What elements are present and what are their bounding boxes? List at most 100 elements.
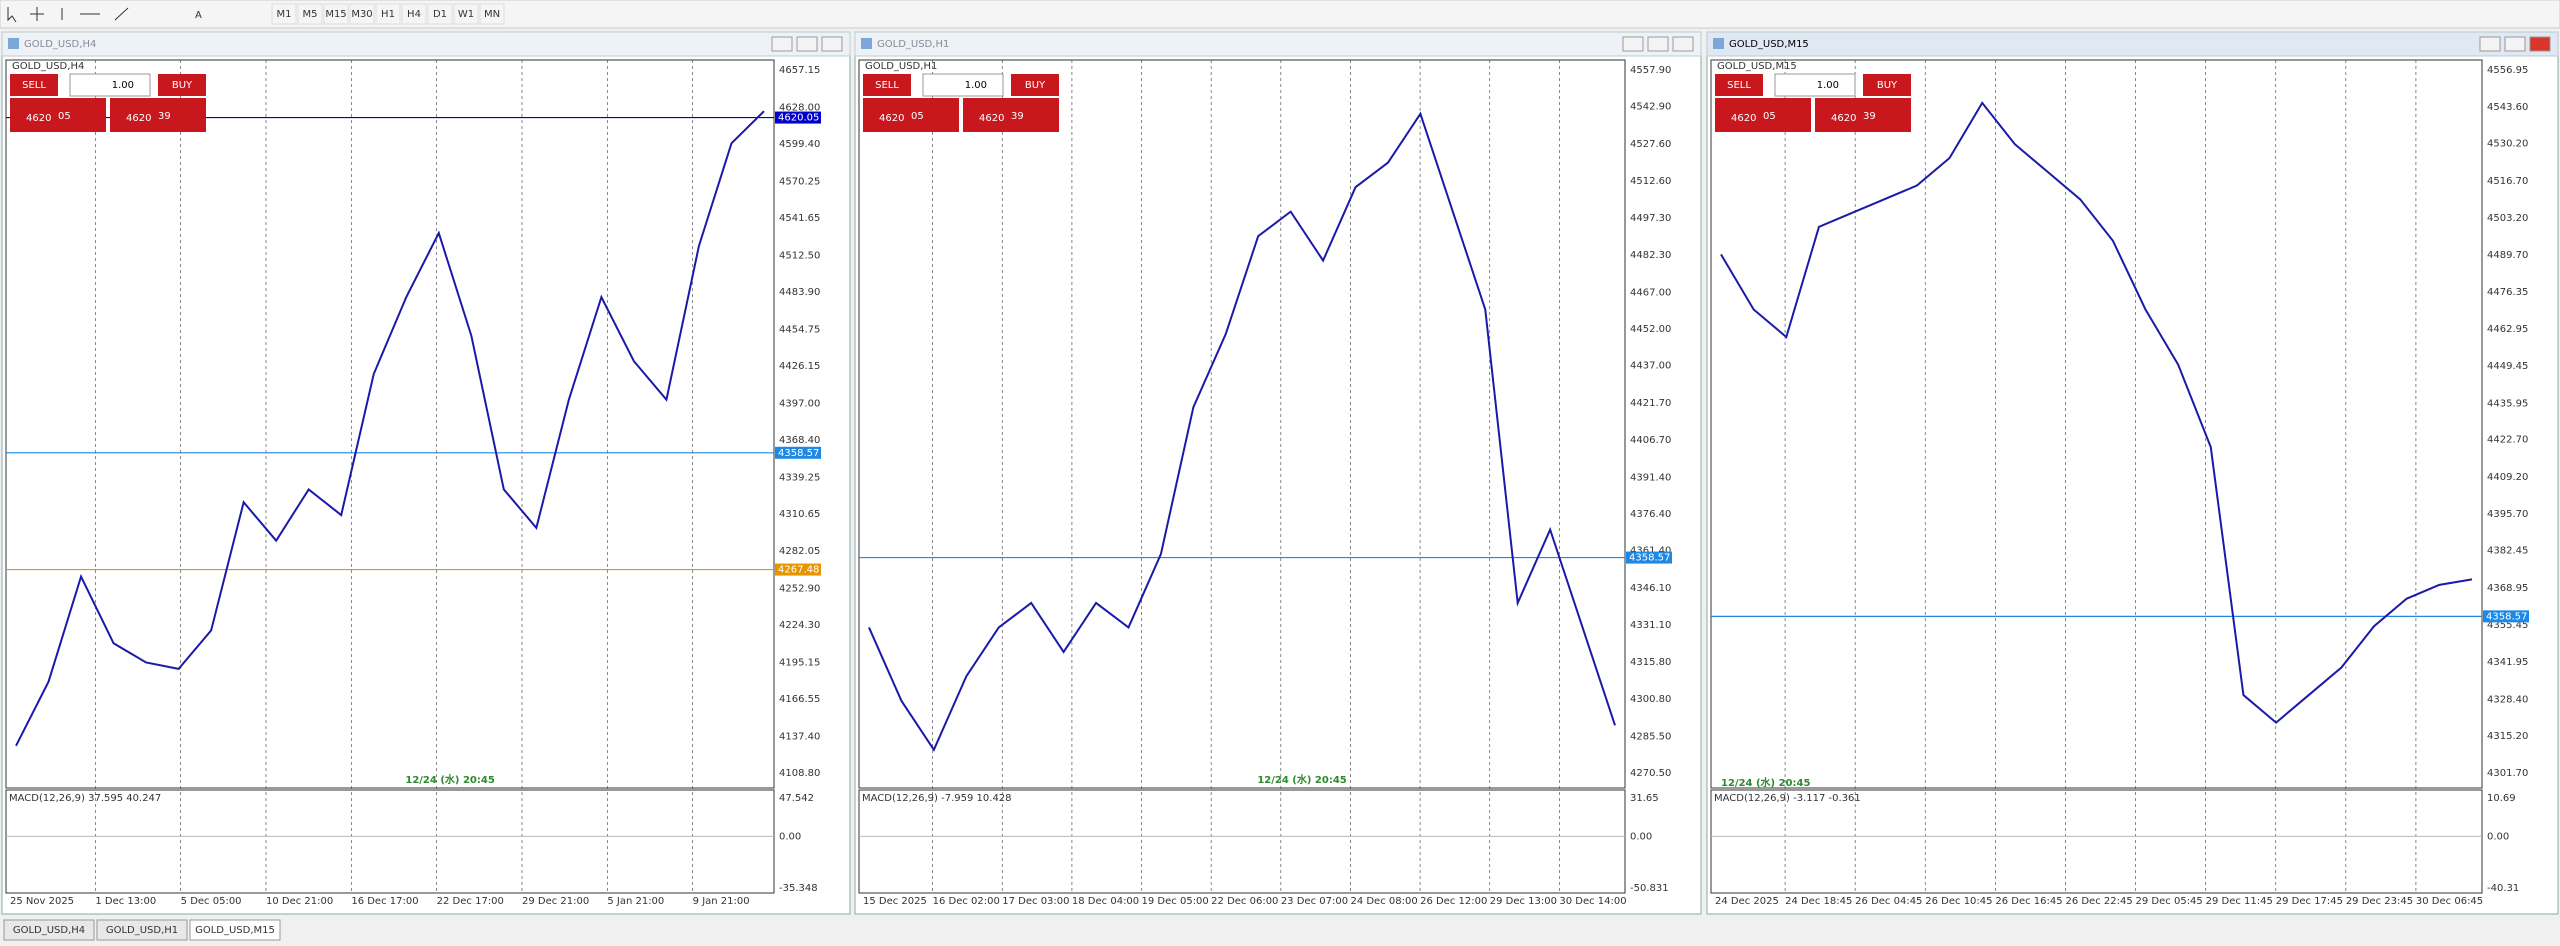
chart-tab[interactable] [189,919,281,941]
timeframe-button[interactable] [323,3,349,25]
buy-label[interactable]: BUY [172,80,193,91]
window-close-button[interactable] [2529,36,2551,52]
buy-button[interactable] [1863,74,1911,96]
timeframe-button[interactable] [349,3,375,25]
timeframe-button[interactable] [375,3,401,25]
time-tick-label: 30 Dec 14:00 [1559,896,1626,907]
bid-price-small: 4620 [1731,113,1756,124]
price-marker-label: 4620.05 [778,113,819,124]
ask-price-box[interactable] [963,98,1059,132]
timeframe-label[interactable]: M30 [351,9,372,20]
session-timestamp: 12/24 (水) 20:45 [1721,776,1810,789]
timeframe-label[interactable]: H1 [381,9,395,20]
price-tick-label: 4556.95 [2487,65,2528,76]
chart-tab-label[interactable]: GOLD_USD,H4 [13,925,85,936]
chart-tab-label[interactable]: GOLD_USD,H1 [106,925,178,936]
price-tick-label: 4270.50 [1630,768,1671,779]
timeframe-label[interactable]: M5 [303,9,318,20]
sell-button[interactable] [1715,74,1763,96]
price-tick-label: 4570.25 [779,176,820,187]
crosshair-tool[interactable] [30,7,44,21]
sell-button[interactable] [10,74,58,96]
macd-label: MACD(12,26,9) -3.117 -0.361 [1714,793,1861,804]
ask-price-box[interactable] [1815,98,1911,132]
timeframe-label[interactable]: M15 [325,9,346,20]
price-tick-label: 4557.90 [1630,65,1671,76]
price-line [1720,101,2473,724]
sell-label[interactable]: SELL [1727,80,1751,91]
lot-input[interactable] [1774,73,1856,97]
price-tick-label: 4315.20 [2487,731,2528,742]
lot-value[interactable]: 1.00 [1817,80,1839,91]
price-tick-label: 4543.60 [2487,102,2528,113]
macd-tick-label: -35.348 [779,883,818,894]
timeframe-label[interactable]: W1 [458,9,474,20]
window-max-button[interactable] [1647,36,1669,52]
window-min-button[interactable] [771,36,793,52]
bid-price-small: 4620 [26,113,51,124]
window-min-button[interactable] [2479,36,2501,52]
time-tick-label: 15 Dec 2025 [863,896,927,907]
time-tick-label: 9 Jan 21:00 [693,896,750,907]
lot-value[interactable]: 1.00 [965,80,987,91]
bid-price-box[interactable] [1715,98,1811,132]
timeframe-button[interactable] [297,3,323,25]
ask-price-big: 39 [1863,111,1876,122]
price-tick-label: 4368.95 [2487,583,2528,594]
ask-price-box[interactable] [110,98,206,132]
window-max-button[interactable] [796,36,818,52]
window-icon [8,38,19,49]
timeframe-button[interactable] [401,3,427,25]
price-tick-label: 4137.40 [779,731,820,742]
bid-price-box[interactable] [10,98,106,132]
sell-button[interactable] [863,74,911,96]
chart-tab[interactable] [3,919,95,941]
timeframe-button[interactable] [479,3,505,25]
sell-label[interactable]: SELL [875,80,899,91]
timeframe-label[interactable]: MN [484,9,500,20]
buy-label[interactable]: BUY [1025,80,1046,91]
lot-input[interactable] [922,73,1004,97]
timeframe-label[interactable]: M1 [277,9,292,20]
timeframe-button[interactable] [427,3,453,25]
time-tick-label: 16 Dec 17:00 [351,896,418,907]
window-close-button[interactable] [821,36,843,52]
timeframe-button[interactable] [453,3,479,25]
macd-tick-label: 31.65 [1630,793,1659,804]
price-marker [1626,551,1672,564]
draw-tools[interactable] [61,7,129,21]
time-tick-label: 29 Dec 23:45 [2346,896,2413,907]
buy-button[interactable] [1011,74,1059,96]
window-max-button[interactable] [2504,36,2526,52]
macd-tick-label: 0.00 [779,831,801,842]
price-tick-label: 4310.65 [779,509,820,520]
chart-tab-label[interactable]: GOLD_USD,M15 [195,925,275,936]
time-tick-label: 26 Dec 12:00 [1420,896,1487,907]
text-tool[interactable]: A [195,10,202,21]
bid-price-box[interactable] [863,98,959,132]
macd-tick-label: 0.00 [2487,831,2509,842]
price-tick-label: 4527.60 [1630,139,1671,150]
cursor-tool[interactable] [7,7,17,23]
price-tick-label: 4421.70 [1630,398,1671,409]
buy-button[interactable] [158,74,206,96]
window-close-button[interactable] [1672,36,1694,52]
lot-value[interactable]: 1.00 [112,80,134,91]
timeframe-label[interactable]: H4 [407,9,421,20]
lot-input[interactable] [69,73,151,97]
buy-label[interactable]: BUY [1877,80,1898,91]
time-tick-label: 29 Dec 05:45 [2136,896,2203,907]
bid-price-big: 05 [58,111,71,122]
price-marker [775,111,821,124]
timeframe-label[interactable]: D1 [433,9,447,20]
timeframe-button[interactable] [271,3,297,25]
window-min-button[interactable] [1622,36,1644,52]
price-line [868,111,1616,752]
chart-tab[interactable] [96,919,188,941]
price-tick-label: 4422.70 [2487,435,2528,446]
time-tick-label: 22 Dec 06:00 [1211,896,1278,907]
price-marker-label: 4358.57 [1629,553,1670,564]
symbol-label: GOLD_USD,H1 [865,61,937,72]
sell-label[interactable]: SELL [22,80,46,91]
bid-price-big: 05 [911,111,924,122]
